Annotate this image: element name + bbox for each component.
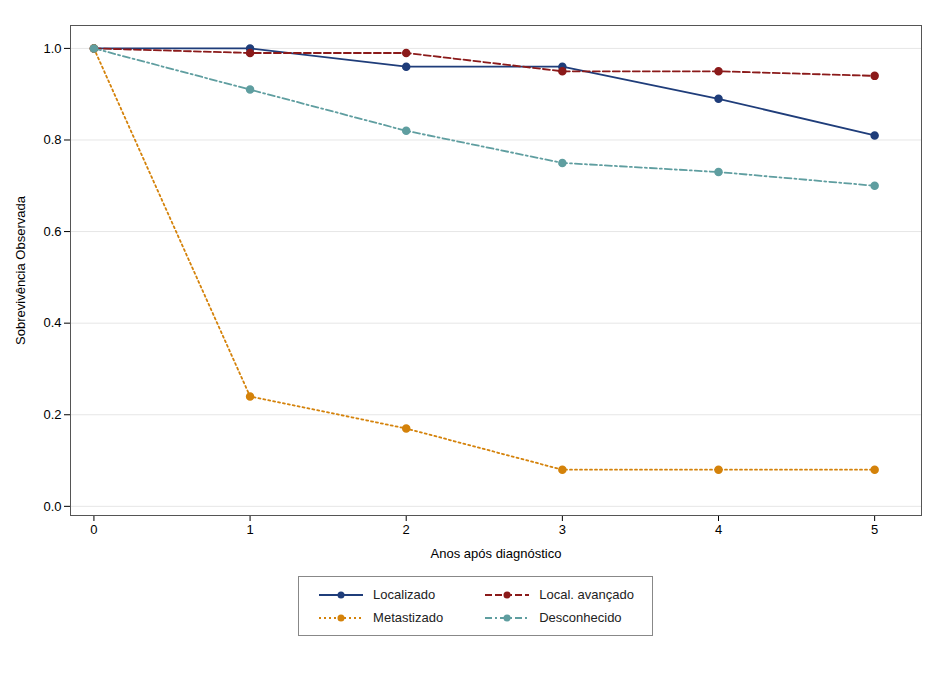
svg-text:0.0: 0.0	[43, 499, 61, 514]
html-text:Local. avançado: Local. avançado	[539, 587, 634, 602]
svg-text:0.2: 0.2	[43, 407, 61, 422]
svg-text:5: 5	[871, 522, 878, 537]
svg-text:Anos após diagnóstico: Anos após diagnóstico	[431, 546, 562, 561]
svg-text:1.0: 1.0	[43, 41, 61, 56]
svg-text:2: 2	[403, 522, 410, 537]
svg-text:Sobrevivência Observada: Sobrevivência Observada	[13, 195, 28, 345]
svg-text:3: 3	[559, 522, 566, 537]
svg-text:0: 0	[90, 522, 97, 537]
html-text:Metastizado: Metastizado	[373, 610, 444, 625]
svg-text:0.4: 0.4	[43, 315, 61, 330]
svg-text:4: 4	[715, 522, 722, 537]
svg-text:1: 1	[246, 522, 253, 537]
html-text:Desconhecido: Desconhecido	[539, 610, 622, 625]
html-text:Localizado: Localizado	[373, 587, 436, 602]
svg-text:0.6: 0.6	[43, 224, 61, 239]
svg-text:0.8: 0.8	[43, 132, 61, 147]
